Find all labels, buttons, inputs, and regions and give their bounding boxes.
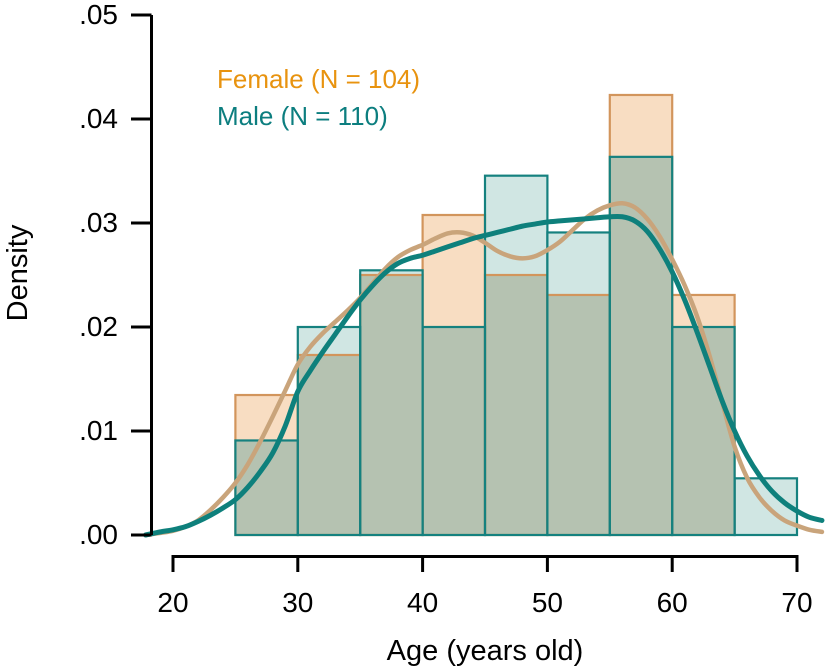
y-tick-label: .05 xyxy=(79,0,118,30)
bar-male-outline xyxy=(733,477,799,537)
bar-overlap-segment xyxy=(297,354,361,535)
y-tick-label: .04 xyxy=(79,103,118,134)
x-tick-label: 20 xyxy=(157,587,189,618)
bar-overlap-segment xyxy=(485,275,548,535)
bar-female-segment xyxy=(672,294,735,327)
bar-overlap-segment xyxy=(609,156,673,535)
y-tick-label: .03 xyxy=(79,207,118,238)
x-tick-label: 60 xyxy=(656,587,688,618)
y-tick-label: .01 xyxy=(79,415,118,446)
bar-male-segment xyxy=(360,270,423,275)
y-axis-title: Density xyxy=(2,224,34,322)
y-tick-label: .00 xyxy=(79,519,118,550)
bar-overlap-segment xyxy=(422,327,485,535)
legend-item-male: Male (N = 110) xyxy=(217,101,388,131)
x-tick-label: 50 xyxy=(531,587,563,618)
x-tick-label: 70 xyxy=(781,587,813,618)
bar-overlap-segment xyxy=(547,294,610,535)
bar-female-segment xyxy=(609,94,673,157)
x-tick-label: 40 xyxy=(407,587,439,618)
bar-overlap-segment xyxy=(672,327,735,535)
female-density-curve xyxy=(143,200,825,538)
x-tick-label: 30 xyxy=(282,587,314,618)
legend: Female (N = 104) Male (N = 110) xyxy=(217,61,420,135)
y-tick-label: .02 xyxy=(79,311,118,342)
legend-item-female: Female (N = 104) xyxy=(217,64,421,94)
bar-overlap-segment xyxy=(360,275,423,535)
x-axis-title: Age (years old) xyxy=(386,635,584,667)
male-density-curve xyxy=(143,213,825,538)
